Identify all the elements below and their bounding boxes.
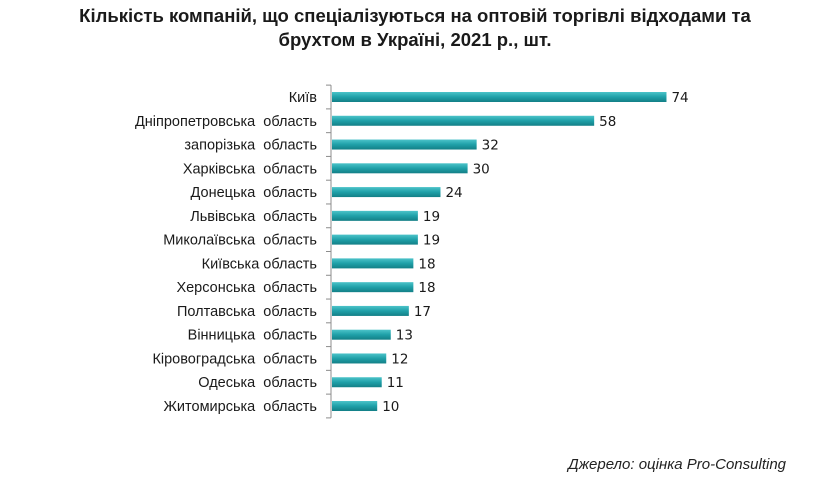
category-label: Львівська область (190, 209, 317, 225)
bar (332, 353, 387, 364)
chart-title: Кількість компаній, що спеціалізуються н… (0, 4, 830, 52)
category-label: Одеська область (198, 375, 317, 391)
axis-ticks (326, 84, 331, 419)
category-label: Донецька область (191, 185, 317, 201)
data-label: 18 (418, 256, 435, 272)
data-label: 11 (387, 375, 404, 391)
bar (332, 234, 418, 245)
bar (332, 92, 667, 102)
bar (332, 163, 468, 174)
category-labels: Київ Дніпропетровська область запорізька о… (135, 90, 317, 415)
category-label: Дніпропетровська область (135, 114, 317, 130)
category-label: Київ (289, 90, 318, 106)
bar (332, 210, 418, 221)
category-label: Полтавська область (177, 304, 317, 320)
data-label: 10 (382, 399, 399, 415)
chart-title-line-1: Кількість компаній, що спеціалізуються н… (79, 5, 751, 26)
category-label: Житомирська область (164, 399, 317, 415)
data-label: 74 (671, 90, 688, 106)
category-label: Харківська область (183, 161, 317, 177)
category-label: Миколаївська область (163, 233, 317, 249)
bar (332, 305, 409, 316)
chart-title-line-2: брухтом в Україні, 2021 р., шт. (278, 29, 552, 50)
bar (332, 282, 414, 293)
data-label: 17 (414, 304, 431, 320)
category-label: запорізька область (184, 138, 317, 154)
data-label: 32 (482, 138, 499, 154)
data-label: 19 (423, 209, 440, 225)
data-label: 13 (396, 328, 413, 344)
data-label: 24 (445, 185, 462, 201)
category-label: Вінницька область (188, 328, 317, 344)
data-label: 19 (423, 233, 440, 249)
bar (332, 115, 595, 126)
bar (332, 187, 441, 198)
bar (332, 377, 382, 388)
bar (332, 139, 477, 150)
bar (332, 258, 414, 269)
category-label: Кіровоградська область (152, 351, 317, 367)
bar (332, 329, 391, 340)
source-note: Джерело: оцінка Pro-Consulting (568, 456, 786, 473)
data-label: 18 (418, 280, 435, 296)
bars-group (332, 92, 667, 412)
category-label: Херсонська область (176, 280, 317, 296)
bar (332, 401, 378, 412)
data-label: 12 (391, 351, 408, 367)
data-label: 58 (599, 114, 616, 130)
category-label: Київська область (202, 256, 317, 272)
data-label: 30 (473, 161, 490, 177)
